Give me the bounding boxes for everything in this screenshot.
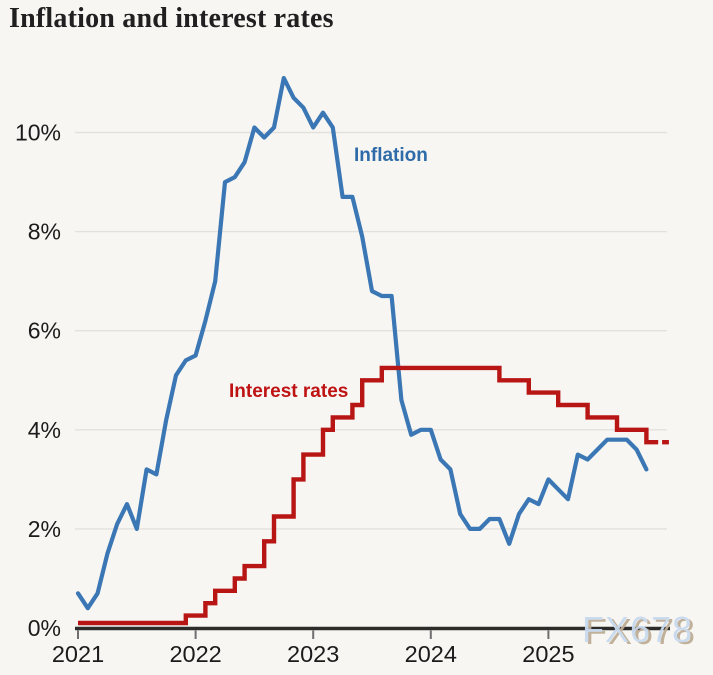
inflation-line [75, 75, 649, 611]
y-axis-label-6%: 6% [28, 318, 61, 344]
x-axis-label-2023: 2023 [287, 641, 339, 667]
interest-rates-line [78, 365, 659, 626]
inflation-series-label: Inflation [354, 145, 428, 166]
watermark: FX678 [582, 609, 694, 650]
chart-title: Inflation and interest rates [9, 3, 334, 34]
x-axis-label-2024: 2024 [405, 641, 457, 667]
y-axis-label-4%: 4% [28, 417, 61, 443]
y-axis-label-8%: 8% [28, 219, 61, 245]
y-axis-label-10%: 10% [15, 120, 61, 146]
x-axis-label-2021: 2021 [52, 641, 104, 667]
x-axis-label-2025: 2025 [522, 641, 574, 667]
y-axis-label-0%: 0% [28, 615, 61, 641]
x-axis-label-2022: 2022 [169, 641, 221, 667]
y-axis-label-2%: 2% [28, 516, 61, 542]
interest-rates-series-label: Interest rates [229, 381, 349, 402]
